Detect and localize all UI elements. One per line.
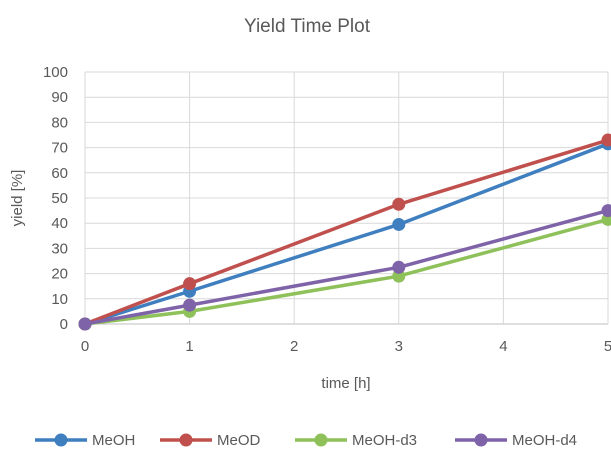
y-axis-label: yield [%] xyxy=(9,170,26,227)
x-axis-label: time [h] xyxy=(321,375,370,392)
data-point xyxy=(601,133,611,147)
series-line xyxy=(83,208,610,326)
series-meoh xyxy=(78,137,611,331)
legend: MeOH MeOD MeOH-d3 MeOH-d4 xyxy=(35,432,577,449)
series-line xyxy=(83,142,610,326)
y-tick-label: 50 xyxy=(51,190,68,207)
y-tick-label: 70 xyxy=(51,140,68,157)
data-point xyxy=(183,277,197,291)
y-tick-label: 20 xyxy=(51,266,68,283)
y-tick-label: 100 xyxy=(43,64,68,81)
legend-marker xyxy=(474,433,488,447)
legend-item: MeOH xyxy=(35,432,135,449)
y-tick-label: 80 xyxy=(51,114,68,131)
series-line xyxy=(83,138,610,326)
data-point xyxy=(392,197,406,211)
y-tick-label: 0 xyxy=(60,316,68,333)
legend-label: MeOH xyxy=(92,432,135,449)
data-point xyxy=(78,317,92,331)
y-tick-label: 60 xyxy=(51,165,68,182)
x-tick-label: 5 xyxy=(604,338,611,355)
y-tick-labels: 0 10 20 30 40 50 60 70 80 90 100 xyxy=(43,64,68,333)
y-tick-label: 90 xyxy=(51,89,68,106)
chart-title: Yield Time Plot xyxy=(244,16,371,37)
x-tick-label: 2 xyxy=(290,338,298,355)
y-tick-label: 40 xyxy=(51,215,68,232)
legend-item: MeOH-d3 xyxy=(295,432,417,449)
legend-marker xyxy=(54,433,68,447)
x-tick-labels: 0 1 2 3 4 5 xyxy=(81,338,611,355)
x-tick-label: 4 xyxy=(499,338,507,355)
data-point xyxy=(392,217,406,231)
x-tick-label: 1 xyxy=(185,338,193,355)
legend-marker xyxy=(314,433,328,447)
legend-item: MeOD xyxy=(160,432,261,449)
legend-label: MeOD xyxy=(217,432,261,449)
series-layer xyxy=(78,133,611,331)
data-point xyxy=(392,260,406,274)
y-tick-label: 30 xyxy=(51,240,68,257)
legend-marker xyxy=(179,433,193,447)
x-tick-label: 0 xyxy=(81,338,89,355)
series-line xyxy=(83,217,610,326)
series-meoh-d4 xyxy=(78,204,611,331)
legend-item: MeOH-d4 xyxy=(455,432,577,449)
data-point xyxy=(601,204,611,218)
legend-label: MeOH-d4 xyxy=(512,432,577,449)
y-tick-label: 10 xyxy=(51,291,68,308)
data-point xyxy=(183,298,197,312)
legend-label: MeOH-d3 xyxy=(352,432,417,449)
x-tick-label: 3 xyxy=(395,338,403,355)
